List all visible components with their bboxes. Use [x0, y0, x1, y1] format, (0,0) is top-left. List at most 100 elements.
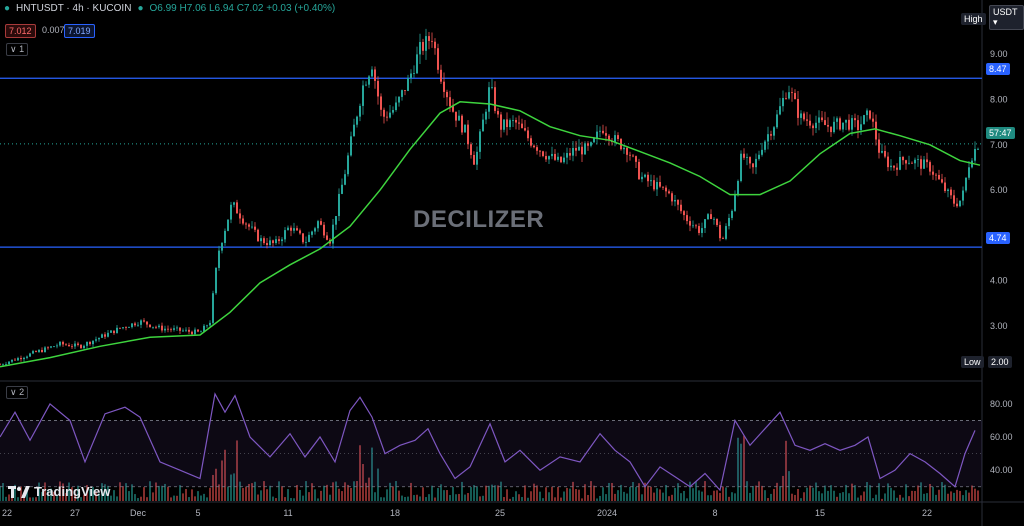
volume-bar [428, 494, 430, 501]
volume-bar [272, 496, 274, 501]
candle-body [362, 85, 364, 106]
volume-bar [278, 481, 280, 501]
candle-body [869, 110, 871, 119]
time-tick-label: 25 [495, 508, 505, 518]
candle-body [512, 119, 514, 121]
candle-body [506, 119, 508, 128]
candle-body [308, 234, 310, 242]
candle-body [527, 130, 529, 139]
candle-body [20, 358, 22, 360]
volume-bar [692, 488, 694, 501]
candle-body [818, 117, 820, 123]
volume-bar [191, 489, 193, 501]
pane2-collapse-toggle[interactable]: ∨ 2 [6, 386, 29, 399]
volume-bar [731, 492, 733, 501]
candle-body [47, 347, 49, 349]
volume-bar [197, 491, 199, 501]
candle-body [116, 327, 118, 334]
symbol-title[interactable]: HNTUSDT · 4h · KUCOIN [16, 3, 132, 14]
volume-bar [77, 485, 79, 501]
candle-body [500, 114, 502, 130]
volume-bar [119, 482, 121, 501]
tradingview-brand[interactable]: TradingView [8, 484, 110, 499]
level-upper-tag[interactable]: 8.47 [986, 63, 1010, 75]
volume-bar [104, 484, 106, 501]
volume-bar [413, 495, 415, 501]
candle-body [815, 122, 817, 129]
level-lower-tag[interactable]: 4.74 [986, 232, 1010, 244]
candle-body [266, 243, 268, 245]
volume-bar [461, 481, 463, 501]
volume-bar [578, 489, 580, 501]
candle-body [617, 135, 619, 139]
candle-body [107, 332, 109, 337]
volume-bar [122, 486, 124, 501]
volume-bar [884, 493, 886, 501]
candle-body [896, 167, 898, 170]
candle-body [962, 190, 964, 201]
candle-body [359, 105, 361, 117]
candle-body [245, 223, 247, 225]
candle-body [461, 115, 463, 133]
candle-body [326, 235, 328, 240]
volume-bar [50, 488, 52, 501]
candle-body [260, 238, 262, 242]
candle-body [842, 122, 844, 130]
volume-bar [362, 464, 364, 501]
volume-bar [332, 482, 334, 501]
volume-bar [416, 494, 418, 501]
volume-bar [380, 497, 382, 501]
candle-body [629, 154, 631, 156]
candle-body [776, 114, 778, 128]
candle-body [488, 87, 490, 112]
candle-body [536, 147, 538, 151]
volume-bar [596, 498, 598, 501]
candle-body [167, 328, 169, 330]
volume-bar [896, 497, 898, 501]
candle-body [185, 329, 187, 331]
pane1-collapse-toggle[interactable]: ∨ 1 [6, 43, 29, 56]
volume-bar [251, 483, 253, 501]
volume-bar [695, 481, 697, 501]
volume-bar [668, 496, 670, 501]
candle-body [2, 364, 4, 366]
volume-bar [710, 495, 712, 501]
bid-price[interactable]: 7.012 [5, 24, 36, 38]
candle-body [302, 233, 304, 243]
volume-bar [665, 484, 667, 501]
candle-body [830, 126, 832, 133]
volume-bar [149, 481, 151, 501]
candle-body [188, 329, 190, 332]
candle-body [755, 158, 757, 168]
candle-body [50, 346, 52, 348]
time-axis[interactable]: 22 27 Dec 5 11 18 25 2024 8 15 22 [2, 508, 932, 518]
volume-bar [935, 494, 937, 501]
volume-bar [923, 493, 925, 501]
volume-bar [611, 482, 613, 501]
candle-body [269, 240, 271, 245]
candle-body [203, 325, 205, 332]
volume-bar [89, 489, 91, 501]
volume-bar [47, 489, 49, 501]
volume-bar [440, 484, 442, 501]
currency-button[interactable]: USDT ▾ [989, 5, 1024, 30]
volume-bar [113, 490, 115, 501]
candle-body [155, 326, 157, 328]
volume-bar [704, 481, 706, 501]
volume-bar [569, 488, 571, 501]
volume-bar [917, 485, 919, 501]
volume-bar [686, 498, 688, 501]
horizontal-levels[interactable] [0, 77, 982, 248]
candle-body [659, 182, 661, 187]
candle-body [902, 156, 904, 161]
volume-bar [176, 495, 178, 501]
ask-price[interactable]: 7.019 [64, 24, 95, 38]
candle-body [497, 110, 499, 115]
time-tick-label: 22 [922, 508, 932, 518]
candle-body [137, 324, 139, 326]
candle-body [596, 131, 598, 138]
candle-body [782, 97, 784, 107]
candle-body [539, 150, 541, 152]
volume-bar [506, 489, 508, 501]
